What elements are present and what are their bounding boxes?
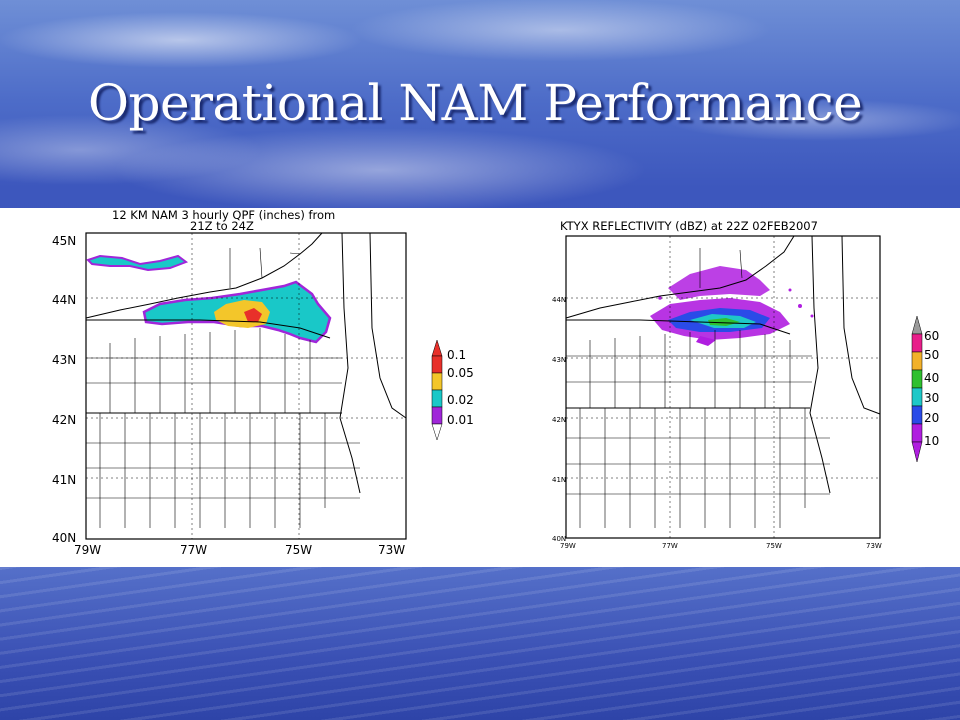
left-map-gridlines	[86, 233, 406, 539]
legend-label: 0.05	[447, 366, 474, 380]
left-lat-label: 42N	[52, 413, 76, 427]
right-map-title: KTYX REFLECTIVITY (dBZ) at 22Z 02FEB2007	[560, 219, 818, 233]
left-map-east-border	[339, 232, 361, 494]
right-lat-label: 41N	[552, 476, 566, 484]
legend-label: 0.02	[447, 393, 474, 407]
right-lon-label: 73W	[866, 542, 882, 550]
left-map-county-lines	[86, 247, 360, 528]
left-map-title-line2: 21Z to 24Z	[190, 219, 254, 233]
left-lat-label: 40N	[52, 531, 76, 545]
legend-label: 50	[924, 348, 939, 362]
left-lon-label: 73W	[378, 543, 405, 557]
right-lon-label: 75W	[766, 542, 782, 550]
qpf-area-north	[86, 254, 189, 272]
legend-arrow-top	[431, 339, 443, 357]
left-lon-label: 75W	[285, 543, 312, 557]
right-lon-label: 79W	[560, 542, 576, 550]
right-map-shoreline	[565, 235, 795, 319]
left-map-lake-line	[86, 319, 331, 339]
right-legend: 60 50 40 30 20 10	[911, 315, 939, 463]
legend-swatch	[431, 406, 443, 425]
left-lat-label: 44N	[52, 293, 76, 307]
qpf-area-heavy	[244, 308, 262, 322]
left-map-frame	[85, 232, 407, 540]
right-lat-label: 43N	[552, 356, 566, 364]
sky-background	[0, 0, 960, 210]
left-lon-label: 77W	[180, 543, 207, 557]
legend-label: 0.01	[447, 413, 474, 427]
left-map: 12 KM NAM 3 hourly QPF (inches) from 21Z…	[52, 208, 474, 557]
legend-swatch	[911, 369, 923, 389]
right-lon-label: 77W	[662, 542, 678, 550]
legend-swatch	[911, 333, 923, 353]
water-background	[0, 567, 960, 720]
legend-arrow-top	[911, 315, 923, 335]
reflectivity-echoes	[650, 266, 814, 346]
legend-swatch	[911, 405, 923, 425]
left-map-title-line1: 12 KM NAM 3 hourly QPF (inches) from	[112, 208, 335, 222]
right-map-gridlines	[566, 236, 880, 538]
left-map-east-border-2	[369, 232, 407, 419]
legend-label: 0.1	[447, 348, 466, 362]
legend-label: 10	[924, 434, 939, 448]
legend-arrow-bottom	[911, 441, 923, 463]
left-lat-label: 45N	[52, 234, 76, 248]
legend-label: 60	[924, 329, 939, 343]
left-lat-label: 41N	[52, 473, 76, 487]
left-lat-label: 43N	[52, 353, 76, 367]
right-map-east-border-2	[841, 235, 881, 415]
left-lon-label: 79W	[74, 543, 101, 557]
legend-swatch	[431, 355, 443, 374]
legend-swatch	[911, 387, 923, 407]
right-lat-label: 42N	[552, 416, 566, 424]
slide-title: Operational NAM Performance	[88, 74, 863, 132]
legend-swatch	[431, 389, 443, 408]
legend-label: 30	[924, 391, 939, 405]
legend-swatch	[911, 423, 923, 443]
right-map-county-lines	[566, 248, 830, 528]
left-map-shoreline	[85, 232, 323, 319]
right-lat-label: 40N	[552, 535, 566, 543]
left-legend: 0.1 0.05 0.02 0.01	[431, 339, 474, 441]
legend-swatch	[911, 351, 923, 371]
right-map: KTYX REFLECTIVITY (dBZ) at 22Z 02FEB2007	[552, 219, 939, 550]
legend-swatch	[431, 372, 443, 391]
right-lat-label: 44N	[552, 296, 566, 304]
legend-label: 20	[924, 411, 939, 425]
figure-panels: 12 KM NAM 3 hourly QPF (inches) from 21Z…	[52, 208, 939, 557]
right-map-lake-line	[566, 319, 791, 335]
legend-arrow-bottom	[431, 423, 443, 441]
legend-label: 40	[924, 371, 939, 385]
